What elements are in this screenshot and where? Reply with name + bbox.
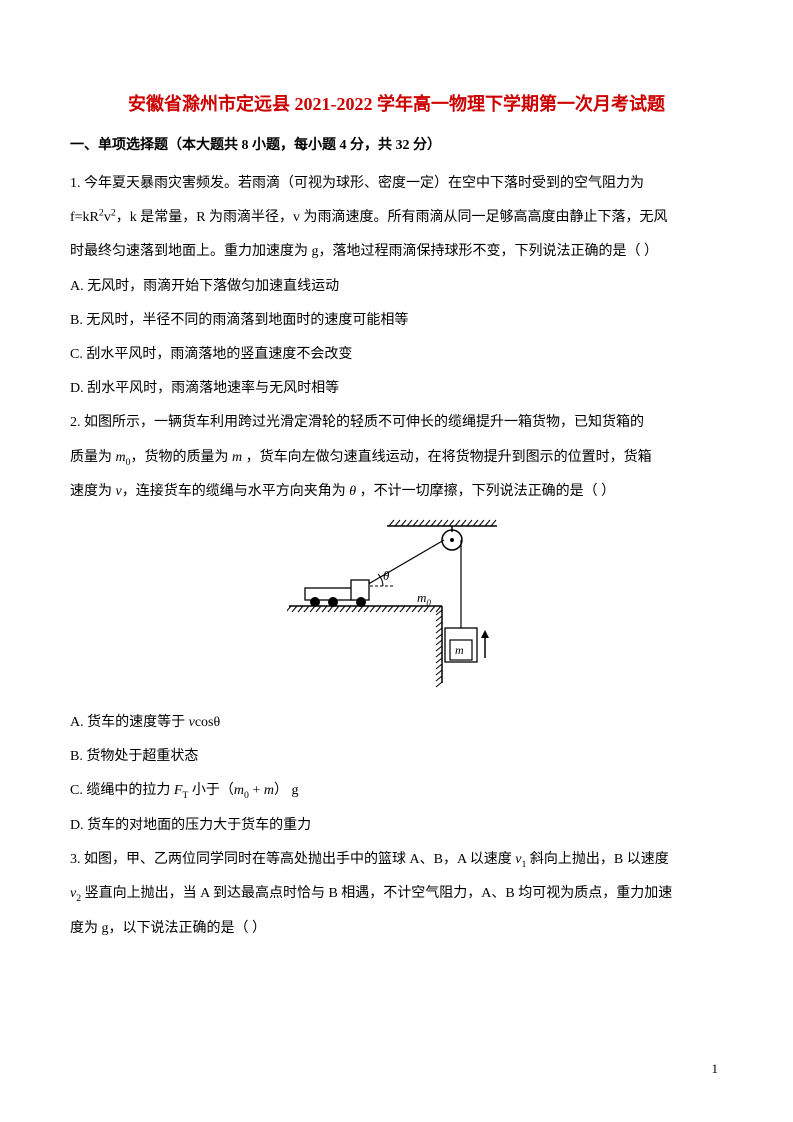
q2-option-d: D. 货车的对地面的压力大于货车的重力 <box>70 810 723 842</box>
q2-stem-line3: 速度为 v，连接货车的缆绳与水平方向夹角为 θ ，不计一切摩擦，下列说法正确的是… <box>70 476 723 508</box>
q2-optC-m0: m <box>234 783 244 798</box>
section-text: 一、单项选择题（本大题共 8 小题，每小题 4 分，共 32 分） <box>70 138 441 153</box>
svg-text:m: m <box>455 643 464 657</box>
q2-s3b: ，连接货车的缆绳与水平方向夹角为 <box>122 484 350 499</box>
q2-optD-text: D. 货车的对地面的压力大于货车的重力 <box>70 818 311 833</box>
q2-diagram: θm0m <box>287 518 507 693</box>
q1-stem1-text: 1. 今年夏天暴雨灾害频发。若雨滴（可视为球形、密度一定）在空中下落时受到的空气… <box>70 176 644 191</box>
q1-formula-post: ，k 是常量，R 为雨滴半径，v 为雨滴速度。所有雨滴从同一足够高高度由静止下落… <box>116 210 668 225</box>
q2-s2c: ，货车向左做匀速直线运动，在将货物提升到图示的位置时，货箱 <box>242 450 652 465</box>
q2-diagram-container: θm0m <box>70 518 723 693</box>
q2-optA-a: A. 货车的速度等于 <box>70 715 189 730</box>
q3-stem3-text: 度为 g，以下说法正确的是（ ） <box>70 921 266 936</box>
q1-optD-text: D. 刮水平风时，雨滴落地速率与无风时相等 <box>70 381 339 396</box>
svg-text:θ: θ <box>383 568 390 583</box>
q2-optA-b: cosθ <box>195 715 220 730</box>
q2-stem-line2: 质量为 m0，货物的质量为 m ，货车向左做匀速直线运动，在将货物提升到图示的位… <box>70 442 723 474</box>
q2-stem-line1: 2. 如图所示，一辆货车利用跨过光滑定滑轮的轻质不可伸长的缆绳提升一箱货物，已知… <box>70 407 723 439</box>
q3-stem-line1: 3. 如图，甲、乙两位同学同时在等高处抛出手中的篮球 A、B，A 以速度 v1 … <box>70 844 723 876</box>
q1-optB-text: B. 无风时，半径不同的雨滴落到地面时的速度可能相等 <box>70 313 408 328</box>
q1-optA-text: A. 无风时，雨滴开始下落做匀加速直线运动 <box>70 279 339 294</box>
q1-optC-text: C. 刮水平风时，雨滴落地的竖直速度不会改变 <box>70 347 352 362</box>
q2-option-a: A. 货车的速度等于 vcosθ <box>70 707 723 739</box>
q1-formula-pre: f=kR <box>70 210 99 225</box>
q2-m0: m <box>116 450 126 465</box>
q3-s1b: 斜向上抛出，B 以速度 <box>526 852 668 867</box>
page-title: 安徽省滁州市定远县 2021-2022 学年高一物理下学期第一次月考试题 <box>70 90 723 116</box>
q2-s2a: 质量为 <box>70 450 116 465</box>
q1-formula-mid: v <box>104 210 111 225</box>
q2-stem1-text: 2. 如图所示，一辆货车利用跨过光滑定滑轮的轻质不可伸长的缆绳提升一箱货物，已知… <box>70 415 644 430</box>
section-header: 一、单项选择题（本大题共 8 小题，每小题 4 分，共 32 分） <box>70 134 723 154</box>
q2-optC-c: ） g <box>274 783 299 798</box>
q3-stem-line3: 度为 g，以下说法正确的是（ ） <box>70 913 723 945</box>
q1-option-c: C. 刮水平风时，雨滴落地的竖直速度不会改变 <box>70 339 723 371</box>
q2-option-c: C. 缆绳中的拉力 FT 小于（m0 + m） g <box>70 775 723 807</box>
q1-option-b: B. 无风时，半径不同的雨滴落到地面时的速度可能相等 <box>70 305 723 337</box>
pulley-truck-diagram: θm0m <box>287 518 507 688</box>
q2-optC-plus: + <box>249 783 264 798</box>
q2-s3a: 速度为 <box>70 484 116 499</box>
page-number-text: 1 <box>712 1061 719 1076</box>
q2-s2b: ，货物的质量为 <box>131 450 233 465</box>
page-number: 1 <box>712 1061 719 1077</box>
q3-s1a: 3. 如图，甲、乙两位同学同时在等高处抛出手中的篮球 A、B，A 以速度 <box>70 852 515 867</box>
q1-stem3-text: 时最终匀速落到地面上。重力加速度为 g，落地过程雨滴保持球形不变，下列说法正确的… <box>70 244 658 259</box>
q2-option-b: B. 货物处于超重状态 <box>70 741 723 773</box>
q2-optC-a: C. 缆绳中的拉力 <box>70 783 174 798</box>
q1-stem-line2: f=kR2v2，k 是常量，R 为雨滴半径，v 为雨滴速度。所有雨滴从同一足够高… <box>70 202 723 234</box>
q2-optC-m: m <box>264 783 274 798</box>
q2-optC-b: 小于（ <box>188 783 234 798</box>
q2-optB-text: B. 货物处于超重状态 <box>70 749 198 764</box>
title-text: 安徽省滁州市定远县 2021-2022 学年高一物理下学期第一次月考试题 <box>128 94 665 114</box>
q2-m: m <box>232 450 242 465</box>
q1-stem-line3: 时最终匀速落到地面上。重力加速度为 g，落地过程雨滴保持球形不变，下列说法正确的… <box>70 236 723 268</box>
q2-s3c: ，不计一切摩擦，下列说法正确的是（ ） <box>356 484 615 499</box>
q1-option-d: D. 刮水平风时，雨滴落地速率与无风时相等 <box>70 373 723 405</box>
q1-option-a: A. 无风时，雨滴开始下落做匀加速直线运动 <box>70 271 723 303</box>
q3-stem-line2: v2 竖直向上抛出，当 A 到达最高点时恰与 B 相遇，不计空气阻力，A、B 均… <box>70 878 723 910</box>
q1-stem-line1: 1. 今年夏天暴雨灾害频发。若雨滴（可视为球形、密度一定）在空中下落时受到的空气… <box>70 168 723 200</box>
q3-s2a: 竖直向上抛出，当 A 到达最高点时恰与 B 相遇，不计空气阻力，A、B 均可视为… <box>81 886 672 901</box>
